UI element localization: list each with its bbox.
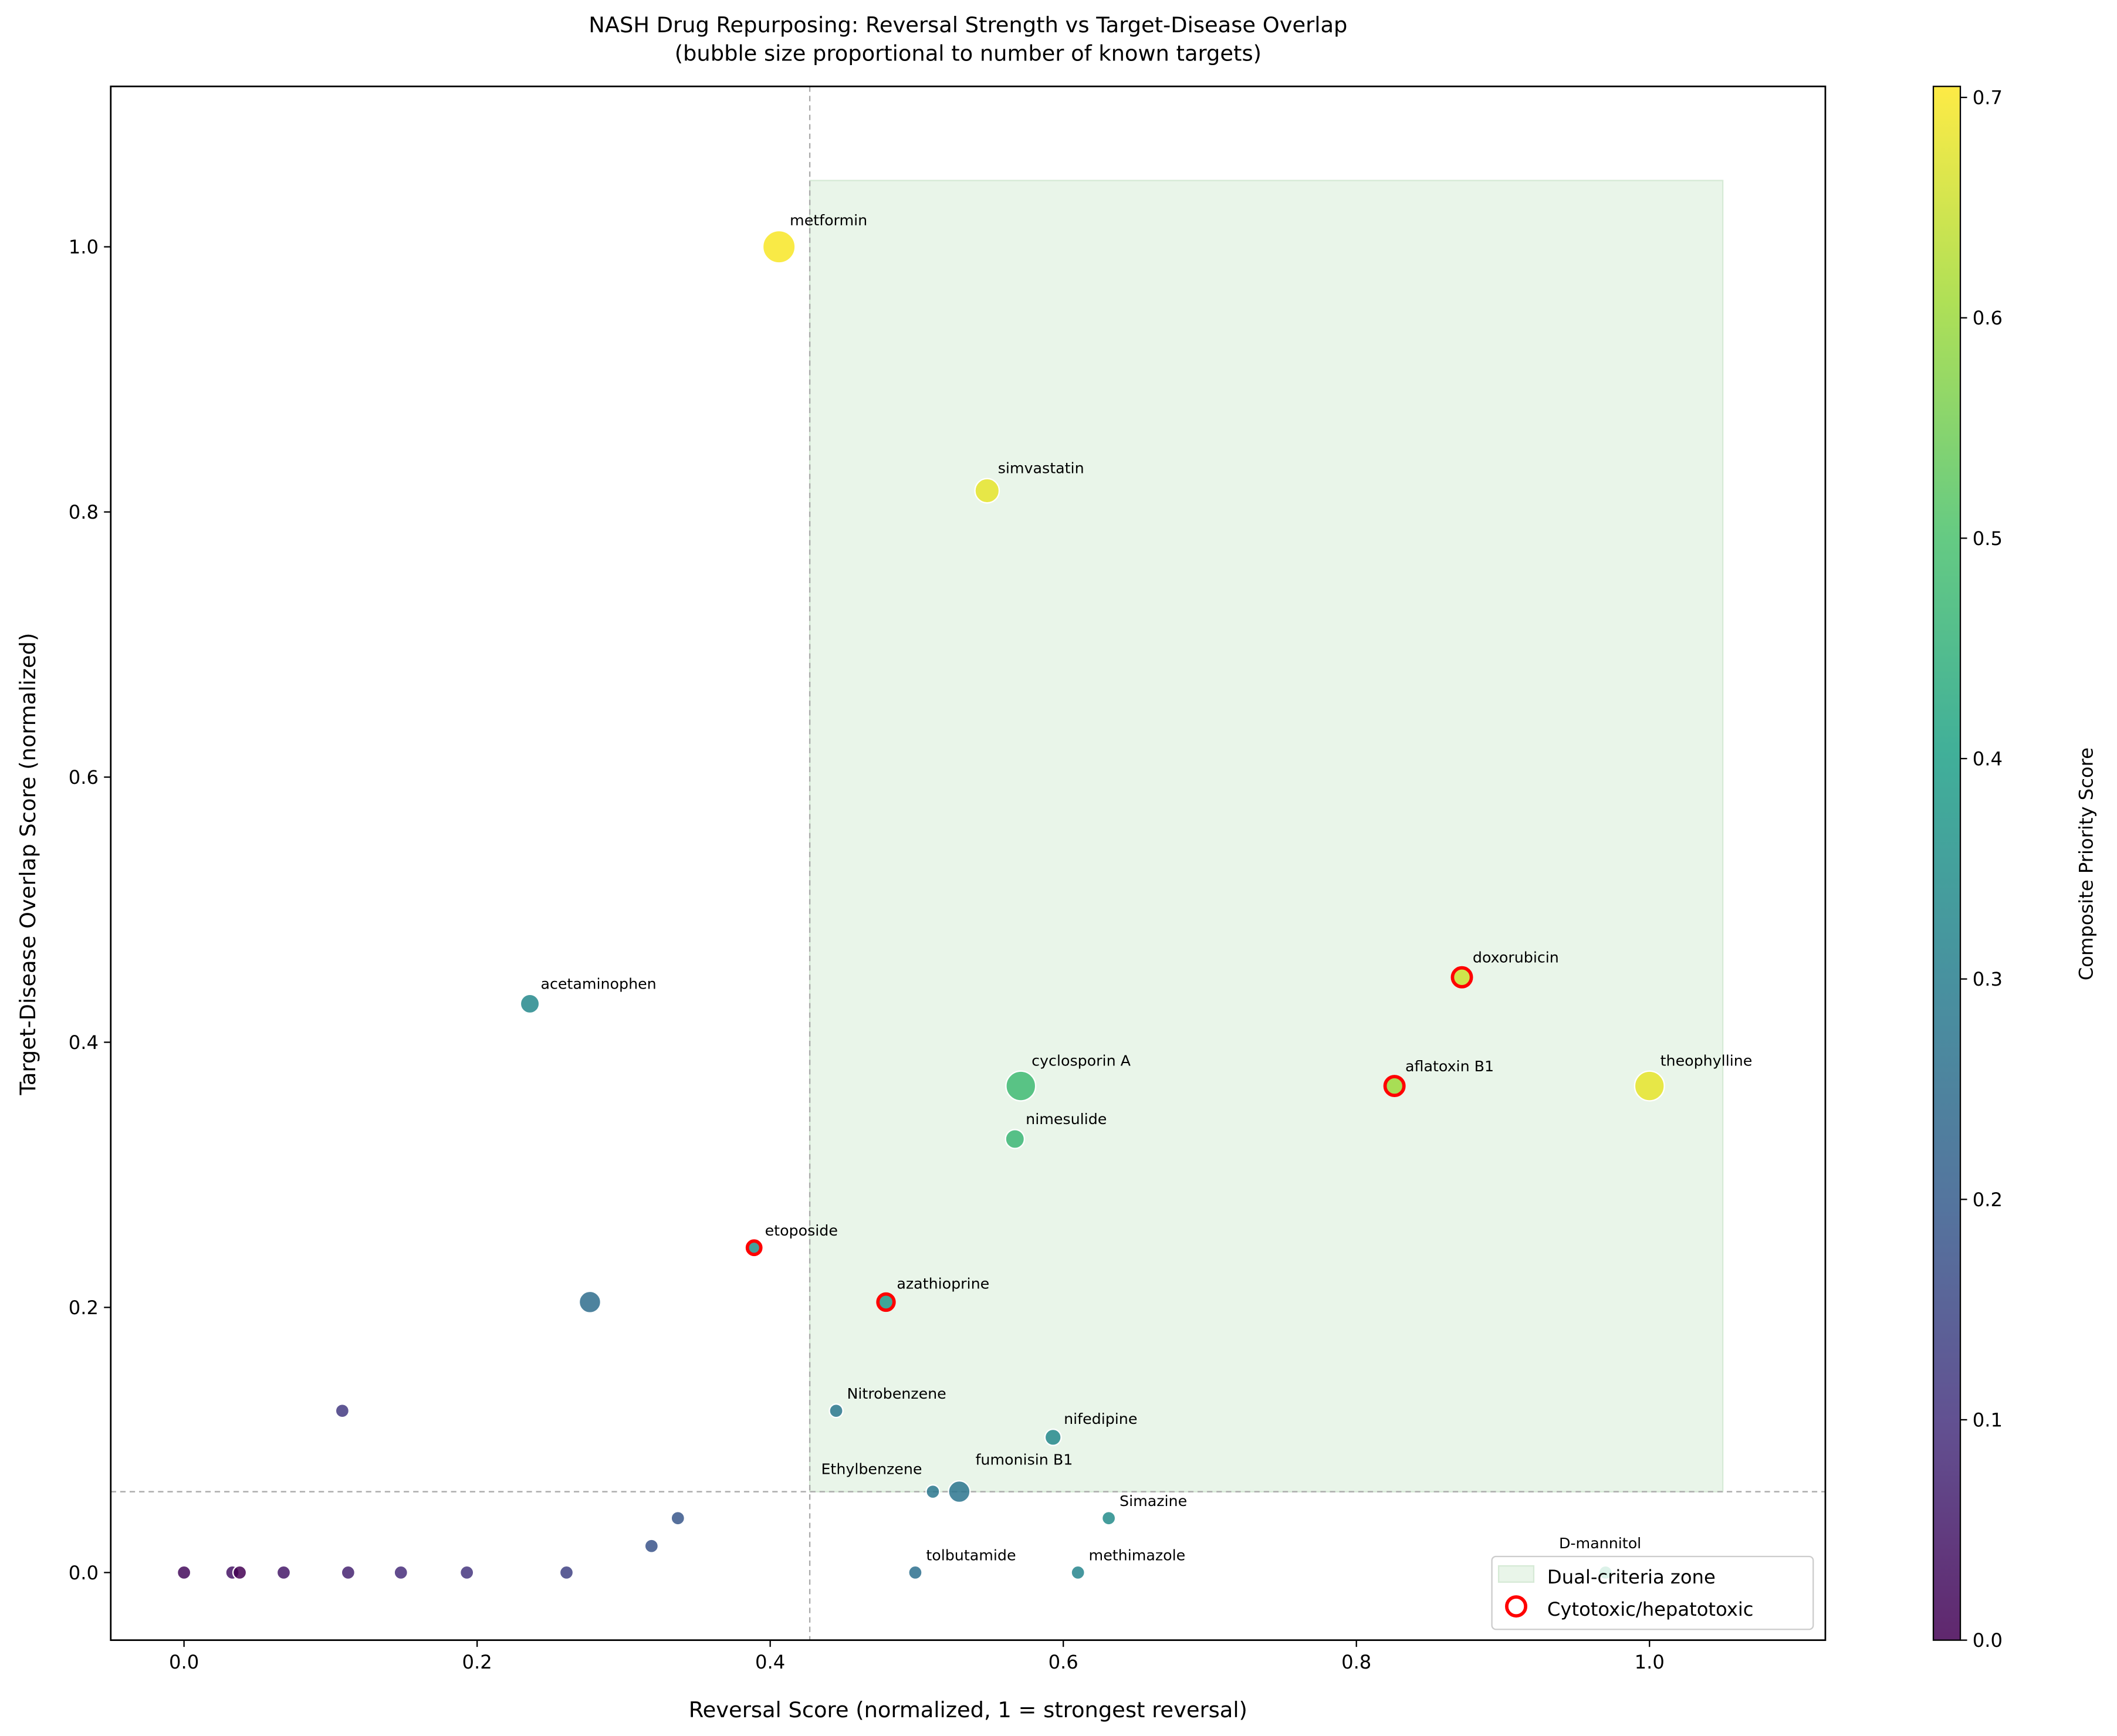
data-point (578, 1290, 602, 1314)
colorbar-tick-label: 0.0 (1973, 1629, 2003, 1652)
data-point (1070, 1565, 1085, 1581)
point-label: methimazole (1089, 1547, 1186, 1564)
data-point (1005, 1129, 1026, 1149)
data-point (334, 1403, 350, 1419)
data-point (232, 1565, 248, 1581)
legend-cytotoxic-label: Cytotoxic/hepatotoxic (1547, 1598, 1754, 1620)
legend-zone-swatch (1497, 1565, 1535, 1583)
y-tick-label: 1.0 (69, 236, 99, 258)
colorbar-label: Composite Priority Score (2075, 747, 2098, 980)
point-label: Ethylbenzene (821, 1461, 922, 1478)
point-label: Simazine (1120, 1493, 1187, 1510)
data-point (644, 1538, 660, 1554)
point-label: acetaminophen (540, 976, 656, 993)
y-tick-label: 0.8 (69, 501, 99, 523)
x-tick-label: 0.8 (1341, 1651, 1371, 1673)
data-point (1450, 966, 1473, 989)
data-point (828, 1403, 844, 1419)
data-point (876, 1292, 896, 1312)
data-point (925, 1484, 941, 1500)
x-tick-label: 0.2 (462, 1651, 492, 1673)
data-point (276, 1565, 292, 1581)
x-tick-label: 0.6 (1049, 1651, 1078, 1673)
point-label: aflatoxin B1 (1405, 1058, 1494, 1075)
plot-frame (110, 85, 1827, 1642)
legend: Dual-criteria zone Cytotoxic/hepatotoxic (1491, 1555, 1814, 1630)
data-point (393, 1565, 408, 1581)
data-point (762, 229, 796, 264)
point-label: nifedipine (1064, 1410, 1137, 1427)
data-point (340, 1565, 356, 1581)
dual-criteria-zone (809, 180, 1724, 1493)
colorbar-tick-label: 0.3 (1973, 968, 2003, 990)
y-tick-label: 0.0 (69, 1562, 99, 1584)
point-label: etoposide (765, 1222, 838, 1239)
x-tick-label: 0.4 (755, 1651, 785, 1673)
x-tick-label: 1.0 (1635, 1651, 1665, 1673)
point-label: metformin (790, 212, 867, 229)
point-label: fumonisin B1 (975, 1451, 1073, 1468)
data-point (948, 1480, 971, 1504)
y-tick-label: 0.4 (69, 1031, 99, 1054)
data-point (1101, 1511, 1117, 1526)
data-point (670, 1511, 685, 1526)
point-label: cyclosporin A (1032, 1053, 1131, 1070)
data-point (459, 1565, 475, 1581)
colorbar-tick-label: 0.5 (1973, 527, 2003, 550)
chart-subtitle: (bubble size proportional to number of k… (675, 41, 1262, 66)
data-point (745, 1239, 763, 1257)
data-point (1383, 1075, 1406, 1098)
data-point (974, 478, 1000, 504)
colorbar-tick-label: 0.1 (1973, 1409, 2003, 1431)
data-point (1634, 1070, 1665, 1102)
y-tick-label: 0.2 (69, 1297, 99, 1319)
point-label: D-mannitol (1559, 1535, 1641, 1552)
legend-zone-label: Dual-criteria zone (1547, 1566, 1716, 1588)
y-axis-label: Target-Disease Overlap Score (normalized… (15, 633, 40, 1096)
point-label: tolbutamide (926, 1547, 1016, 1564)
point-label: Nitrobenzene (847, 1385, 946, 1402)
data-point (908, 1565, 923, 1581)
y-tick-label: 0.6 (69, 766, 99, 789)
data-point (1005, 1070, 1037, 1102)
data-point (559, 1565, 574, 1581)
colorbar (1933, 86, 1961, 1640)
data-point (519, 993, 540, 1014)
legend-cytotoxic-marker (1505, 1595, 1527, 1618)
colorbar-tick-label: 0.6 (1973, 307, 2003, 329)
x-axis-label: Reversal Score (normalized, 1 = stronges… (689, 1697, 1247, 1723)
point-label: simvastatin (998, 460, 1084, 477)
point-label: azathioprine (897, 1275, 989, 1292)
point-label: doxorubicin (1473, 949, 1559, 966)
point-label: nimesulide (1026, 1111, 1107, 1128)
data-point (176, 1565, 192, 1581)
colorbar-tick-label: 0.2 (1973, 1189, 2003, 1211)
data-point (1044, 1428, 1062, 1446)
x-tick-label: 0.0 (169, 1651, 199, 1673)
colorbar-tick-label: 0.4 (1973, 748, 2003, 770)
colorbar-tick-label: 0.7 (1973, 87, 2003, 109)
chart-title: NASH Drug Repurposing: Reversal Strength… (589, 12, 1347, 38)
point-label: theophylline (1661, 1053, 1753, 1070)
